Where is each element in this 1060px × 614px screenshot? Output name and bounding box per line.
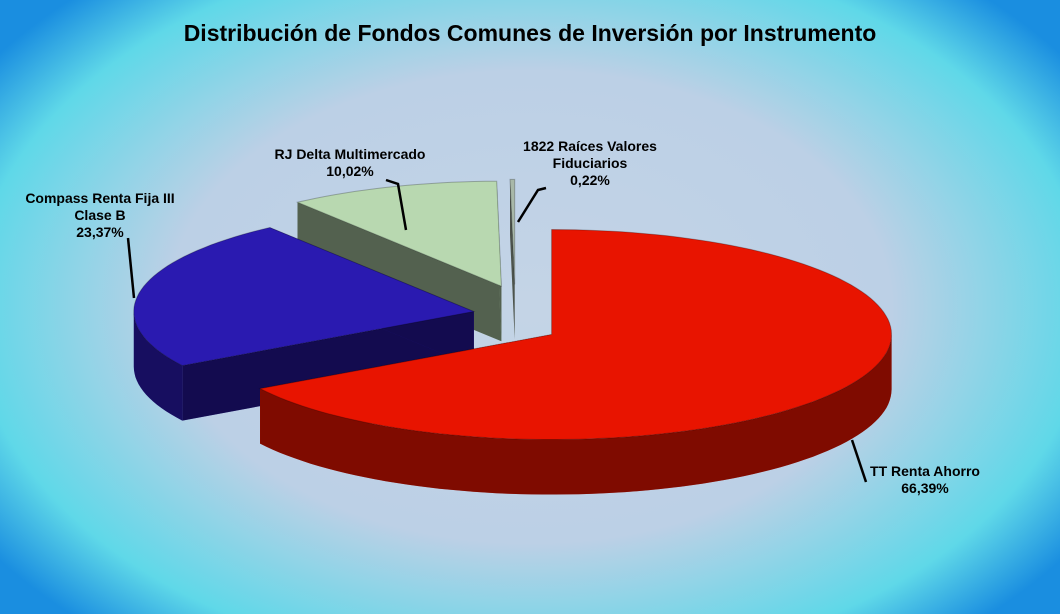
category-label: 1822 Raíces Valores Fiduciarios [523,138,657,171]
leader-line [516,186,547,223]
slice-face-shade [182,311,474,421]
slice-side-shade [260,334,892,495]
slice [258,228,893,440]
chart-title: Distribución de Fondos Comunes de Invers… [183,20,877,46]
slice-side-shade [133,311,183,421]
slice-side [133,311,183,421]
leader-line [385,178,408,231]
slice-label: 1822 Raíces Valores Fiduciarios 0,22% [500,138,680,189]
leader-line [850,439,868,483]
slice-label: TT Renta Ahorro 66,39% [850,463,1000,497]
value-label: 0,22% [570,172,610,188]
category-label: Compass Renta Fija III Clase B [25,190,175,223]
slice [133,226,476,367]
slice [509,178,516,285]
slice-side [260,334,892,495]
value-label: 10,02% [326,163,374,179]
value-label: 66,39% [901,480,949,496]
slice [295,180,502,287]
category-label: RJ Delta Multimercado [274,146,426,162]
category-label: TT Renta Ahorro [870,463,980,479]
value-label: 23,37% [76,224,124,240]
leader-line [126,237,136,299]
slice-label: RJ Delta Multimercado 10,02% [250,146,450,180]
slice-label: Compass Renta Fija III Clase B 23,37% [5,190,195,241]
slice-face-shade [510,179,515,340]
